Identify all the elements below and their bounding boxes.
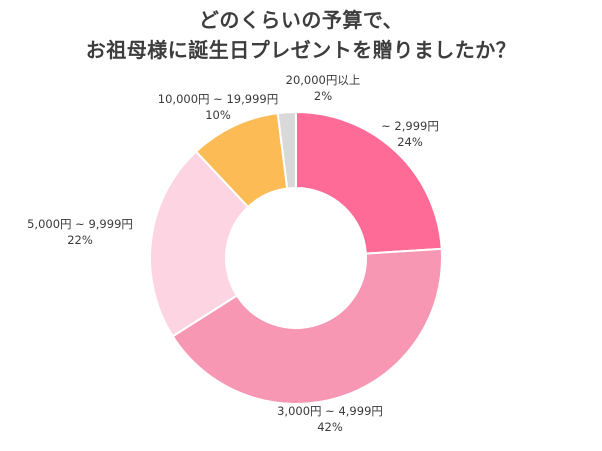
slice-labels: ~ 2,999円 24% 3,000円 ~ 4,999円 42% 5,000円 ~ 9,…	[27, 73, 439, 434]
chart-title-line-1: どのくらいの予算で、	[198, 8, 404, 32]
slice-label-over-20000: 20,000円以上	[286, 73, 361, 87]
slice-label-10000-19999: 10,000円 ~ 19,999円	[158, 92, 278, 106]
slice-value-10000-19999: 10%	[205, 108, 231, 122]
slice-5000-9999	[149, 150, 250, 338]
chart-title-line-2: お祖母様に誕生日プレゼントを贈りましたか？	[85, 38, 517, 62]
slice-label-3000-4999: 3,000円 ~ 4,999円	[277, 404, 383, 418]
slice-value-5000-9999: 22%	[67, 233, 93, 247]
slice-over-20000	[276, 110, 297, 190]
slice-under-3000	[295, 110, 443, 255]
slice-value-over-20000: 2%	[314, 89, 332, 103]
slice-label-under-3000: ~ 2,999円	[381, 119, 439, 133]
slice-3000-4999	[171, 247, 443, 405]
slice-label-5000-9999: 5,000円 ~ 9,999円	[27, 217, 133, 231]
donut-slices	[149, 110, 443, 405]
slice-value-3000-4999: 42%	[317, 420, 343, 434]
slice-value-under-3000: 24%	[397, 135, 423, 149]
